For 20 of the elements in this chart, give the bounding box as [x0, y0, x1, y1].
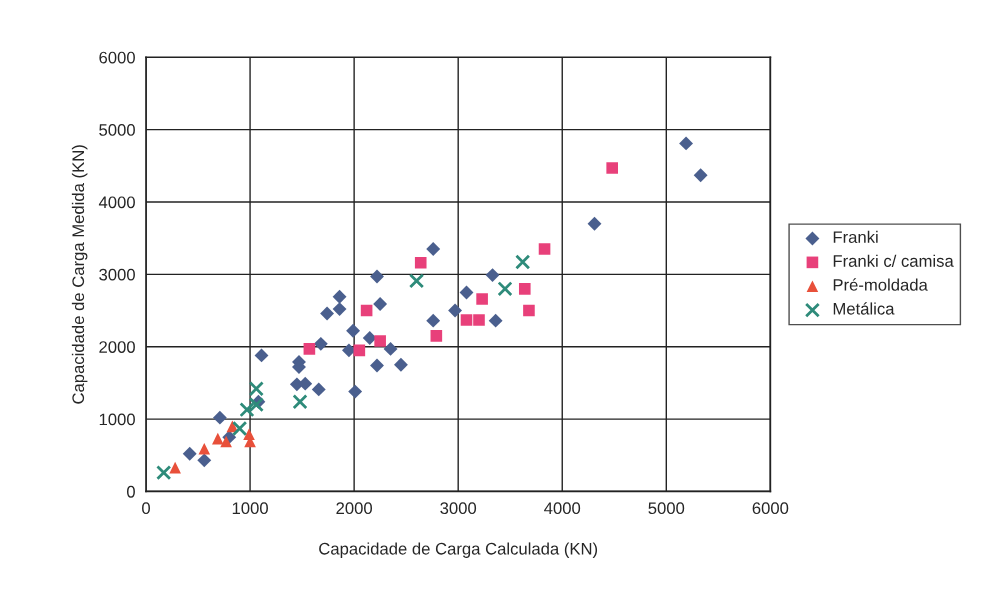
- legend-label: Pré-moldada: [833, 278, 928, 291]
- y-tick-label: 3000: [99, 268, 135, 281]
- y-tick-label: 0: [126, 485, 135, 498]
- x-axis-title: Capacidade de Carga Calculada (KN): [319, 542, 598, 558]
- y-tick-label: 4000: [98, 196, 135, 209]
- y-tick-label: 1000: [99, 413, 135, 426]
- x-tick-label: 5000: [648, 502, 685, 515]
- y-tick-label: 5000: [99, 124, 135, 136]
- y-tick-label: 6000: [99, 51, 135, 64]
- legend-label: Metálica: [833, 302, 895, 315]
- x-tick-label: 4000: [544, 502, 581, 515]
- x-tick-label: 6000: [752, 502, 789, 515]
- x-tick-label: 1000: [232, 502, 268, 515]
- y-tick-label: 2000: [99, 341, 135, 353]
- x-tick-label: 0: [142, 502, 150, 515]
- legend-label: Franki c/ camisa: [833, 254, 954, 267]
- y-axis-title: Capacidade de Carga Medida (KN): [71, 145, 88, 404]
- x-tick-label: 3000: [440, 502, 477, 515]
- legend-label: Franki: [833, 230, 878, 244]
- x-tick-label: 2000: [336, 502, 373, 515]
